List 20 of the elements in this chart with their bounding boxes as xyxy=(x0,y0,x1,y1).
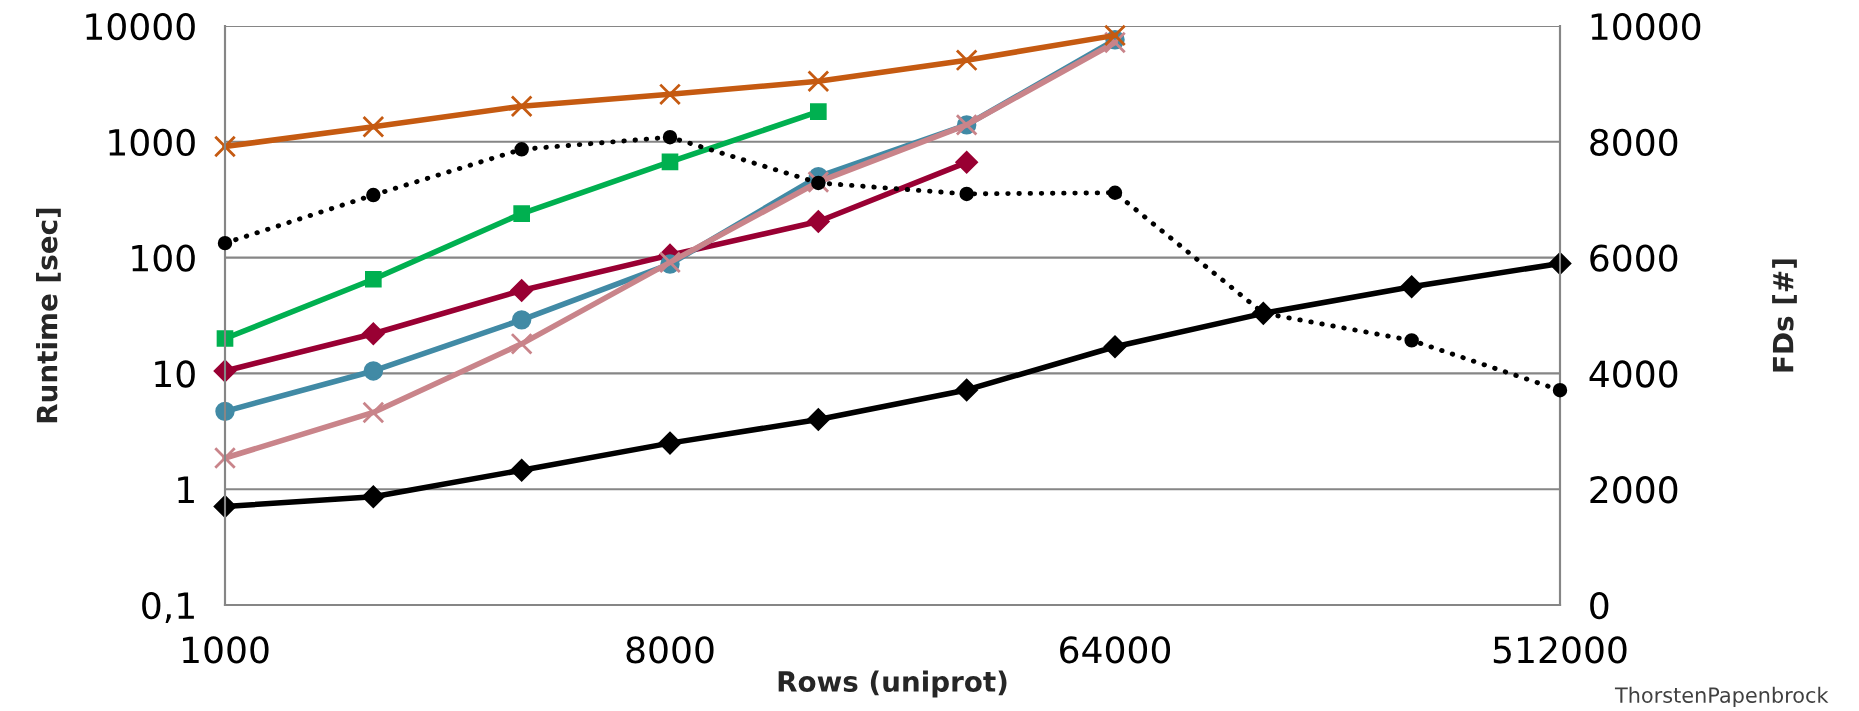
y-tick-label: 10 xyxy=(155,360,195,388)
y-tick-label: 0,1 xyxy=(142,591,194,623)
x-tick-label: 1000 xyxy=(183,636,269,664)
x-tick-label: 8000 xyxy=(626,636,714,664)
y-tick-label: 100 xyxy=(132,244,195,272)
x-tick-label: 64000 xyxy=(1060,636,1171,664)
y-axis-title: Runtime [sec] xyxy=(36,208,61,423)
y-tick-label: 1000 xyxy=(109,128,195,157)
y2-tick-label: 4000 xyxy=(1589,360,1678,388)
text: ThorstenPapenbrock xyxy=(1614,686,1829,707)
y2-tick-label: 8000 xyxy=(1590,128,1678,157)
y2-tick-label: 10000 xyxy=(1591,12,1701,41)
y2-tick-label: 6000 xyxy=(1590,244,1678,272)
y-tick-label: 10000 xyxy=(86,12,195,41)
x-tick-label: 512000 xyxy=(1493,636,1627,664)
y2-tick-label: 0 xyxy=(1590,591,1609,620)
y2-tick-label: 2000 xyxy=(1590,476,1678,504)
x-axis-title: Rows (uniprot) xyxy=(778,670,1007,698)
y-tick-label: 1 xyxy=(178,476,194,503)
y2-axis-title: FDs [#] xyxy=(1772,259,1797,372)
